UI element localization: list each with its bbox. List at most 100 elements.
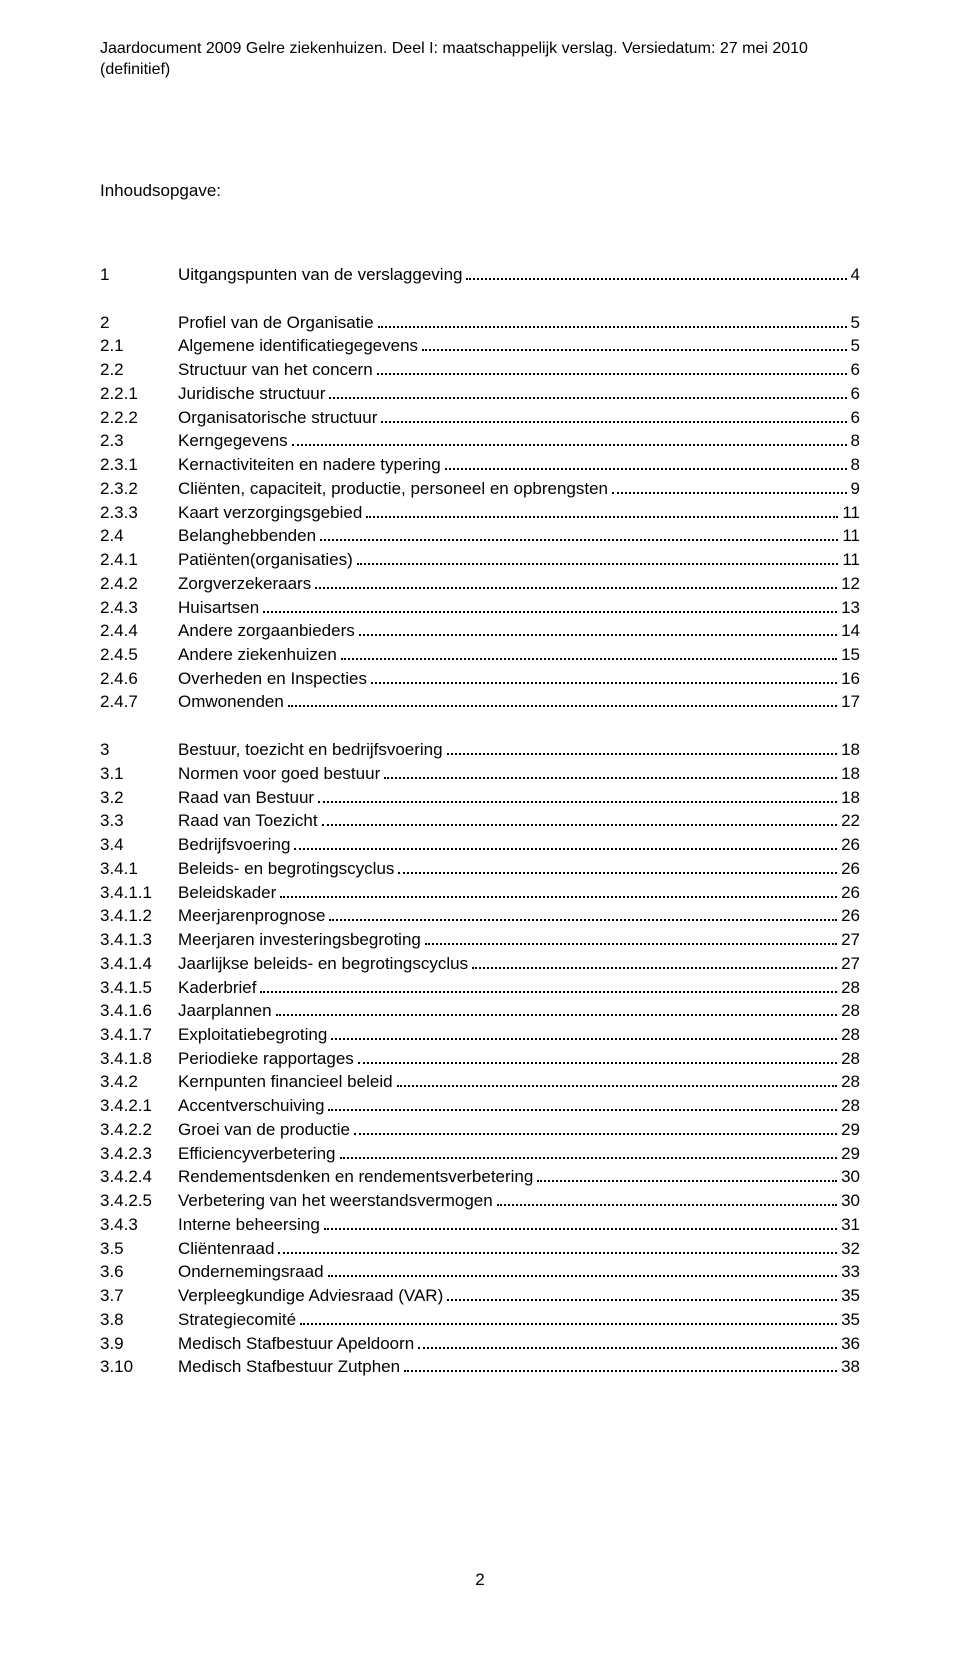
toc-entry-number: 3.2	[100, 787, 178, 809]
toc-entry-page: 5	[851, 335, 860, 357]
toc-entry-page: 28	[841, 977, 860, 999]
toc-entry-page: 13	[841, 597, 860, 619]
toc-entry-page: 28	[841, 1095, 860, 1117]
toc-entry-label: Uitgangspunten van de verslaggeving	[178, 264, 462, 286]
toc-entry-label: Zorgverzekeraars	[178, 573, 311, 595]
toc-entry-label: Kaderbrief	[178, 977, 256, 999]
toc-entry-label: Efficiencyverbetering	[178, 1143, 336, 1165]
toc-leader-dots	[331, 1023, 837, 1040]
toc-entry-page: 16	[841, 668, 860, 690]
toc-leader-dots	[292, 429, 847, 446]
toc-row: 2.3.1Kernactiviteiten en nadere typering…	[100, 453, 860, 477]
toc-leader-dots	[263, 595, 837, 612]
toc-entry-label: Raad van Bestuur	[178, 787, 314, 809]
toc-entry-label: Medisch Stafbestuur Apeldoorn	[178, 1333, 414, 1355]
toc-entry-number: 1	[100, 264, 178, 286]
toc-entry-page: 36	[841, 1333, 860, 1355]
toc-entry-number: 2.3	[100, 430, 178, 452]
toc-entry-page: 15	[841, 644, 860, 666]
toc-entry-page: 8	[851, 430, 860, 452]
toc-entry-number: 2.3.3	[100, 502, 178, 524]
toc-entry-label: Kernactiviteiten en nadere typering	[178, 454, 441, 476]
toc-entry-label: Jaarplannen	[178, 1000, 272, 1022]
toc-entry-number: 2.4.6	[100, 668, 178, 690]
toc-entry-page: 26	[841, 834, 860, 856]
toc-entry-number: 2.3.1	[100, 454, 178, 476]
toc-leader-dots	[315, 571, 837, 588]
toc-entry-page: 30	[841, 1190, 860, 1212]
toc-row: 2.3Kerngegevens8	[100, 429, 860, 453]
toc-entry-page: 38	[841, 1356, 860, 1378]
toc-entry-number: 3.7	[100, 1285, 178, 1307]
toc-entry-number: 3.4.1	[100, 858, 178, 880]
toc-row: 2.2.1Juridische structuur6	[100, 382, 860, 406]
toc-entry-page: 9	[851, 478, 860, 500]
toc-row: 3.4.3Interne beheersing31	[100, 1213, 860, 1237]
toc-row: 2.4.6Overheden en Inspecties 16	[100, 666, 860, 690]
toc-leader-dots	[447, 1284, 837, 1301]
toc-row: 3.2Raad van Bestuur 18	[100, 785, 860, 809]
toc-entry-label: Ondernemingsraad	[178, 1261, 324, 1283]
toc-entry-label: Overheden en Inspecties	[178, 668, 367, 690]
toc-leader-dots	[466, 263, 846, 280]
toc-entry-number: 2.1	[100, 335, 178, 357]
toc-leader-dots	[397, 1070, 838, 1087]
toc-row: 2Profiel van de Organisatie5	[100, 310, 860, 334]
toc-entry-label: Raad van Toezicht	[178, 810, 318, 832]
toc-entry-page: 30	[841, 1166, 860, 1188]
toc-entry-page: 11	[842, 525, 860, 547]
toc-entry-label: Andere zorgaanbieders	[178, 620, 355, 642]
toc-entry-number: 2.4.1	[100, 549, 178, 571]
toc-entry-number: 2.4.5	[100, 644, 178, 666]
toc-entry-number: 3.4.1.4	[100, 953, 178, 975]
toc-entry-number: 3.4.1.7	[100, 1024, 178, 1046]
page-container: Jaardocument 2009 Gelre ziekenhuizen. De…	[0, 0, 960, 1651]
toc-row: 2.4.5Andere ziekenhuizen15	[100, 643, 860, 667]
toc-row: 3.4.1.3Meerjaren investeringsbegroting27	[100, 928, 860, 952]
toc-row: 3.4.1.2Meerjarenprognose26	[100, 904, 860, 928]
toc-leader-dots	[320, 524, 838, 541]
toc-entry-label: Periodieke rapportages	[178, 1048, 354, 1070]
toc-row: 3.6Ondernemingsraad33	[100, 1260, 860, 1284]
toc-entry-number: 3.4.1.2	[100, 905, 178, 927]
toc-leader-dots	[381, 405, 846, 422]
toc-entry-page: 8	[851, 454, 860, 476]
toc-row: 3.3Raad van Toezicht22	[100, 809, 860, 833]
toc-entry-number: 3.4.2.1	[100, 1095, 178, 1117]
toc-leader-dots	[340, 1141, 838, 1158]
toc-entry-number: 2.4.4	[100, 620, 178, 642]
toc-entry-label: Structuur van het concern	[178, 359, 373, 381]
toc-entry-label: Bedrijfsvoering	[178, 834, 290, 856]
toc-entry-page: 4	[851, 264, 860, 286]
toc-entry-page: 18	[841, 763, 860, 785]
toc-row: 3.4.2.1Accentverschuiving28	[100, 1094, 860, 1118]
toc-row: 3.4.1.4Jaarlijkse beleids- en begrotings…	[100, 951, 860, 975]
toc-entry-page: 18	[841, 787, 860, 809]
toc-block: 1Uitgangspunten van de verslaggeving 4	[100, 263, 860, 287]
toc-row: 3.1Normen voor goed bestuur18	[100, 762, 860, 786]
toc-leader-dots	[278, 1236, 837, 1253]
document-header: Jaardocument 2009 Gelre ziekenhuizen. De…	[100, 38, 860, 80]
toc-entry-number: 3.4.1.6	[100, 1000, 178, 1022]
toc-leader-dots	[445, 453, 847, 470]
toc-row: 3.4.2.5Verbetering van het weerstandsver…	[100, 1189, 860, 1213]
toc-row: 2.4.3Huisartsen13	[100, 595, 860, 619]
toc-leader-dots	[328, 1260, 838, 1277]
toc-entry-label: Juridische structuur	[178, 383, 325, 405]
toc-row: 3.4.2Kernpunten financieel beleid28	[100, 1070, 860, 1094]
toc-entry-number: 3.9	[100, 1333, 178, 1355]
toc-row: 3.4.1.7Exploitatiebegroting28	[100, 1023, 860, 1047]
toc-entry-number: 2.2.1	[100, 383, 178, 405]
toc-entry-label: Groei van de productie	[178, 1119, 350, 1141]
toc-leader-dots	[398, 857, 837, 874]
toc-entry-number: 2.2	[100, 359, 178, 381]
toc-entry-page: 22	[841, 810, 860, 832]
toc-entry-number: 2.4.7	[100, 691, 178, 713]
toc-entry-label: Jaarlijkse beleids- en begrotingscyclus	[178, 953, 468, 975]
toc-leader-dots	[357, 548, 839, 565]
toc-entry-page: 27	[841, 929, 860, 951]
toc-leader-dots	[322, 809, 838, 826]
toc-row: 2.2.2Organisatorische structuur6	[100, 405, 860, 429]
toc-entry-label: Cliëntenraad	[178, 1238, 274, 1260]
toc-entry-page: 17	[841, 691, 860, 713]
